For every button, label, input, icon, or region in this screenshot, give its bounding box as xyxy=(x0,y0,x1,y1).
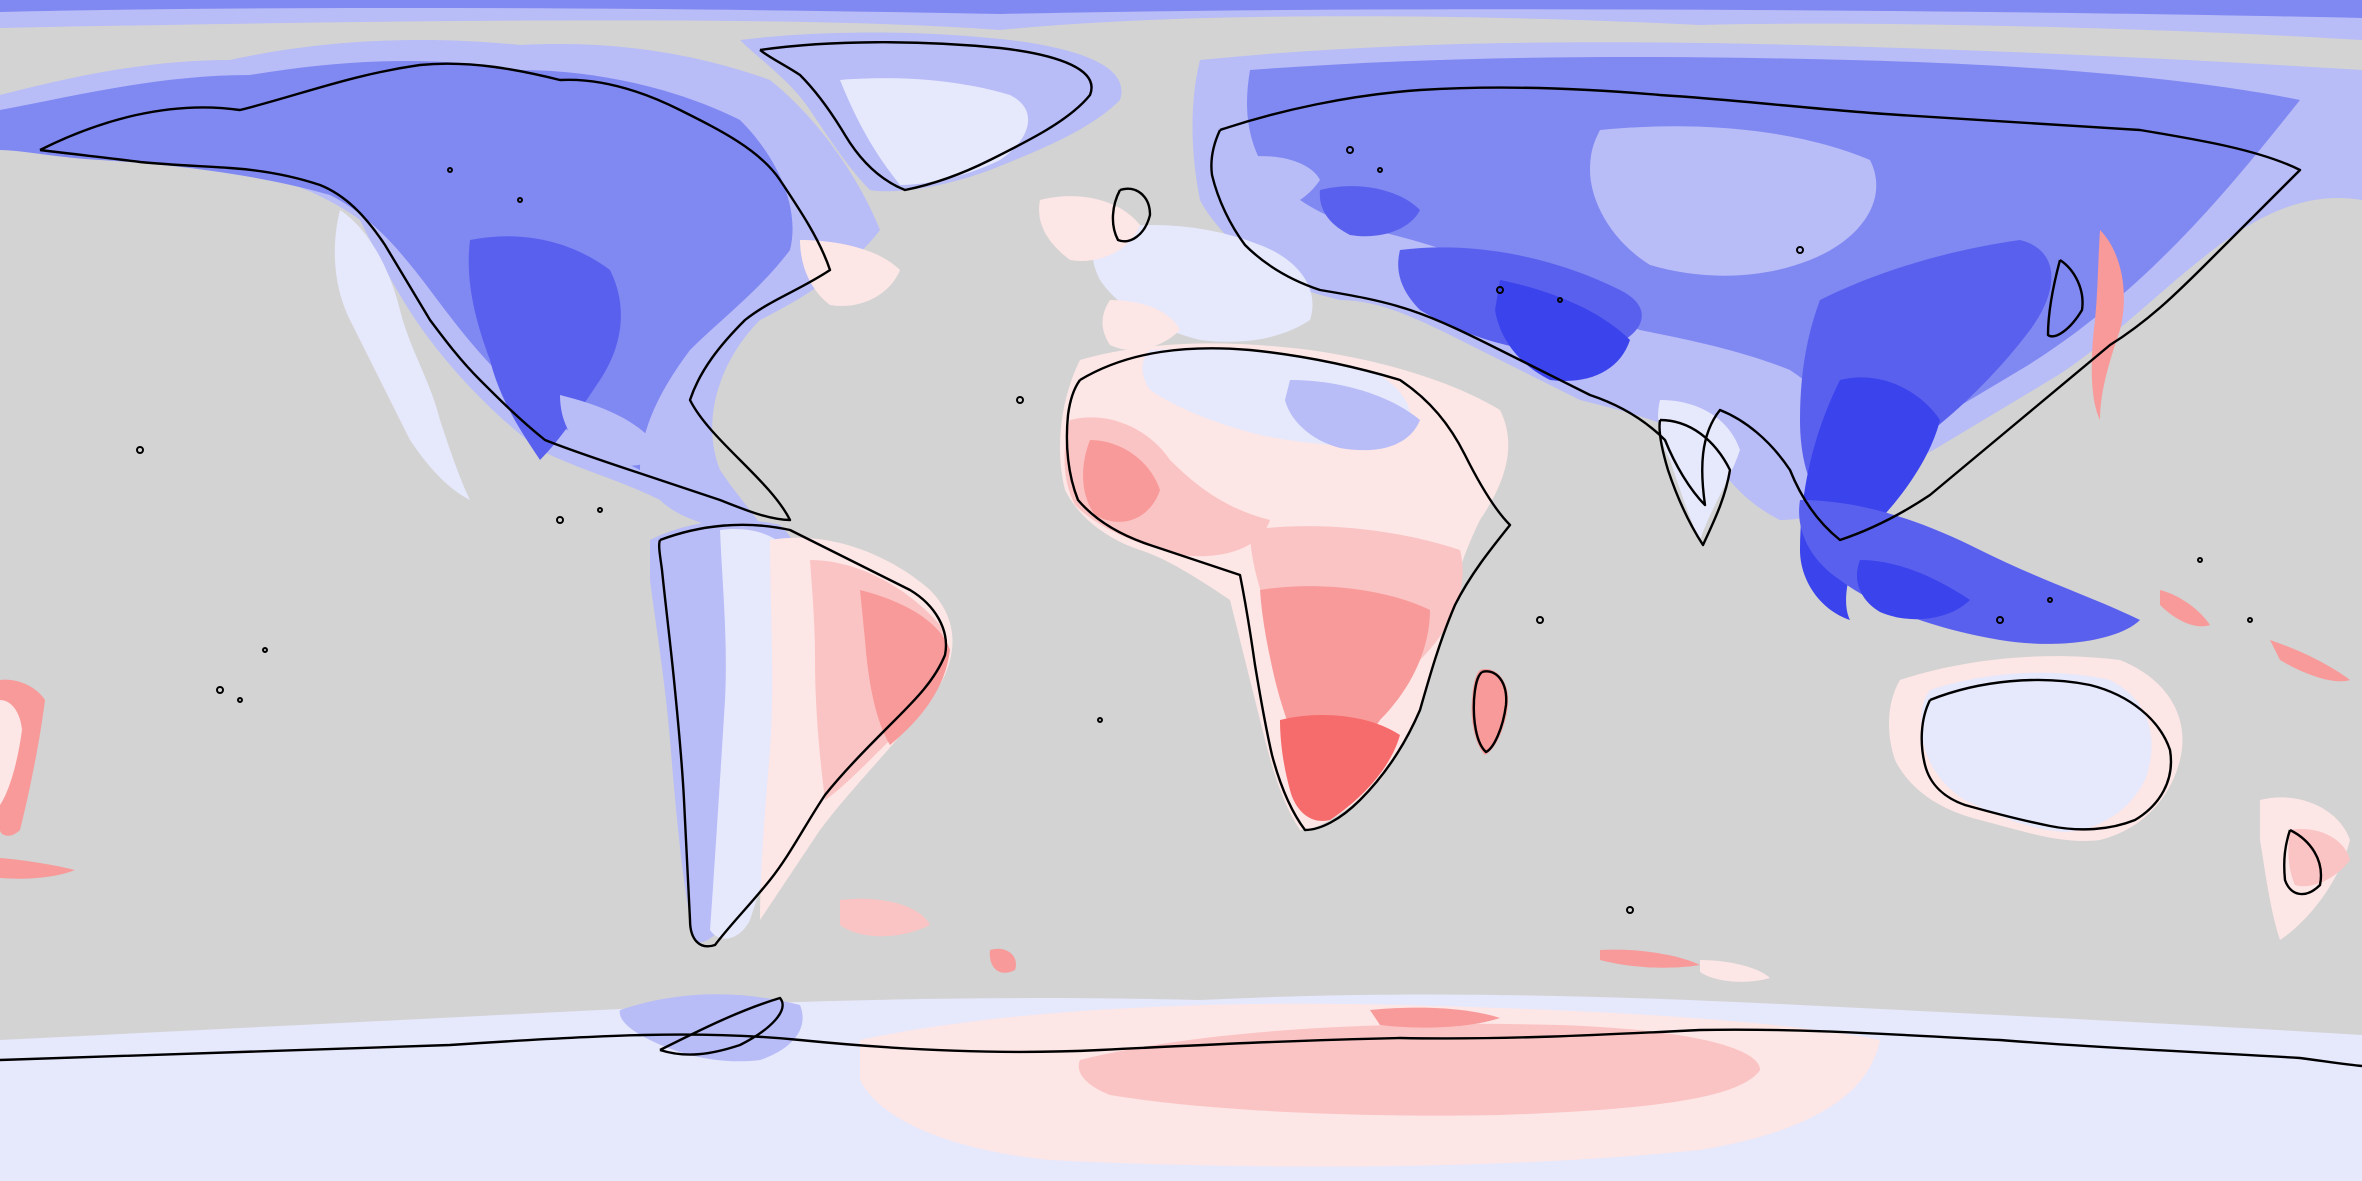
coastline-greenland xyxy=(759,41,1093,192)
coastline-japan xyxy=(2046,259,2084,338)
coastline-antarctica xyxy=(0,1028,2362,1068)
coastline-uk xyxy=(1111,187,1152,243)
africa-layer xyxy=(1060,343,1509,830)
europe-layer xyxy=(1039,196,1313,350)
coastline-australia xyxy=(1920,678,2173,831)
eurasia-layer xyxy=(1192,42,2362,682)
south-america-layer xyxy=(650,520,1016,973)
coastline-eurasia xyxy=(1210,86,2302,542)
coastline-india xyxy=(1658,418,1732,547)
oceania-layer xyxy=(1888,656,2350,940)
coastlines xyxy=(0,41,2362,1068)
coastline-north-america xyxy=(39,62,832,522)
islands xyxy=(136,146,2253,914)
antarctica-layer xyxy=(0,994,2362,1181)
pacific-patches-layer xyxy=(0,679,1770,982)
coastline-antarctic-peninsula xyxy=(659,996,784,1056)
coastline-madagascar xyxy=(1472,670,1508,754)
coastline-south-america xyxy=(657,523,948,948)
coastline-africa xyxy=(1065,347,1512,832)
coastline-new-zealand xyxy=(2283,828,2323,896)
arctic-layer xyxy=(0,0,2362,40)
north-america-layer xyxy=(0,32,1122,540)
